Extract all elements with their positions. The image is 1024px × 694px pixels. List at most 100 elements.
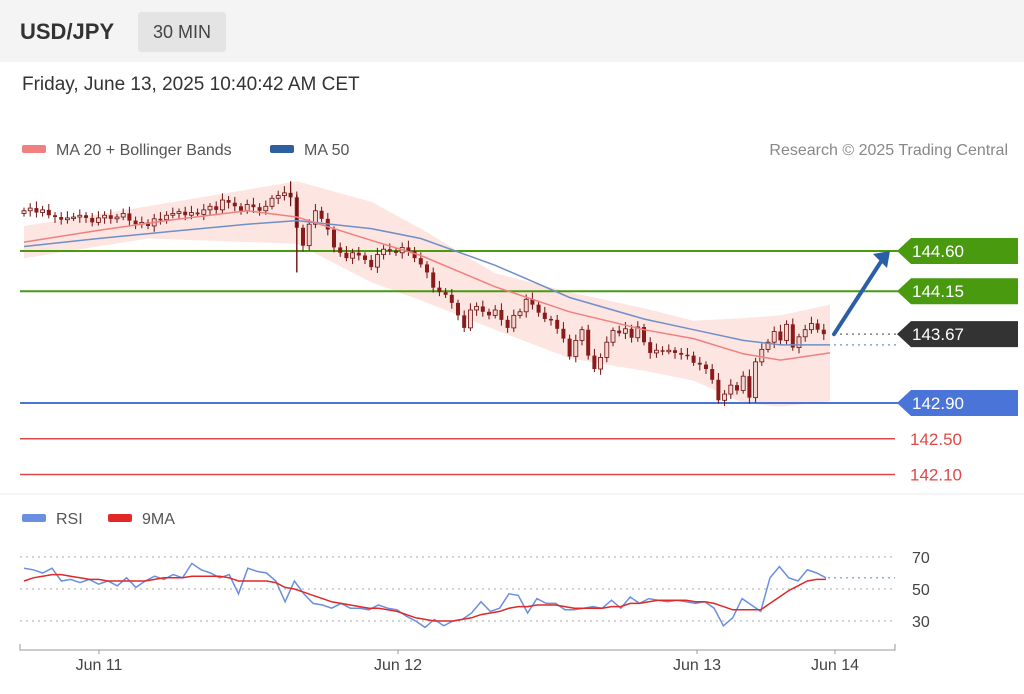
level-tag-143.67 [897, 321, 1018, 348]
bollinger-band [24, 181, 830, 407]
timestamp: Friday, June 13, 2025 10:40:42 AM CET [22, 74, 360, 95]
candle-body [474, 306, 480, 311]
candle-body [201, 209, 207, 215]
candle-body [617, 330, 622, 334]
level-label-143.67: 143.67 [912, 325, 964, 344]
candle-body [784, 323, 789, 341]
candle-body [120, 213, 126, 218]
x-axis-ticks: Jun 11 Jun 12 Jun 13 Jun 14 [76, 650, 859, 674]
candle-body [207, 205, 213, 211]
candle-body [592, 355, 597, 370]
level-label-144.60: 144.60 [912, 242, 964, 261]
x-tick-label-jun-13: Jun 13 [673, 657, 721, 674]
candle-body [356, 252, 361, 256]
level-tag-144.15 [897, 278, 1018, 305]
candle-body [387, 249, 392, 251]
candle-body [381, 248, 387, 255]
rsi-line [23, 562, 827, 629]
level-label-142.90: 142.90 [912, 394, 964, 413]
candle-body [567, 338, 572, 357]
rsi-ma-line [23, 573, 826, 622]
candle-body [195, 212, 200, 215]
x-axis-line [19, 644, 896, 651]
candle-body [821, 329, 826, 335]
candle-body [77, 214, 83, 218]
rsi-ma-legend-swatch [108, 514, 132, 522]
candle-body [579, 329, 585, 341]
candle-body [704, 364, 708, 370]
candle-body [21, 210, 27, 214]
candle-body [815, 323, 820, 330]
candle-body [214, 206, 219, 210]
candle-body [555, 319, 560, 329]
candle-body [176, 211, 182, 214]
candle-body [511, 314, 517, 329]
candle-body [443, 292, 448, 295]
candle-body [40, 209, 45, 213]
candle-body [188, 212, 194, 216]
level-label-144.15: 144.15 [912, 282, 964, 301]
candle-body [802, 329, 808, 338]
candle-body [394, 251, 398, 253]
level-label-142.10: 142.10 [910, 466, 962, 485]
timeframe-badge[interactable]: 30 MIN [138, 12, 226, 52]
candle-body [536, 304, 541, 313]
candle-body [747, 376, 752, 398]
projection-arrow-shaft [832, 255, 886, 337]
candle-body [604, 341, 610, 358]
candle-body [691, 355, 696, 363]
candle-body [648, 342, 653, 353]
candle-body [281, 192, 287, 196]
candle-body [710, 369, 715, 380]
candle-body [84, 215, 88, 218]
candle-body [462, 315, 467, 328]
rsi-legend-swatch [22, 514, 46, 522]
candle-body [164, 214, 170, 221]
candle-body [809, 323, 814, 331]
candle-body [90, 217, 95, 223]
ma20-legend-label: MA 20 + Bollinger Bands [56, 142, 232, 159]
candle-body [114, 216, 120, 220]
candle-body [275, 195, 281, 199]
candle-body [431, 272, 436, 288]
candle-body [610, 330, 616, 343]
ma20-line [23, 210, 831, 361]
candle-body [369, 259, 374, 268]
header-bar: USD/JPY 30 MIN [0, 0, 1024, 62]
candle-body [263, 205, 269, 212]
level-tag-144.60 [897, 238, 1018, 264]
candle-body [332, 229, 336, 248]
candle-body [549, 318, 553, 321]
candle-body [685, 354, 690, 357]
candle-body [65, 217, 70, 221]
candle-body [257, 207, 262, 211]
candle-body [53, 215, 57, 218]
candle-body [796, 336, 802, 348]
candle-body [363, 255, 367, 260]
candle-body [660, 350, 665, 352]
candle-body [251, 204, 256, 208]
candle-body [239, 206, 243, 211]
candle-body [771, 331, 777, 343]
candle-body [27, 207, 33, 212]
candle-body [722, 393, 727, 401]
ma50-line [23, 219, 830, 346]
candle-body [244, 204, 250, 212]
candle-body [344, 252, 349, 259]
rsi-legend-label: RSI [56, 511, 83, 528]
candle-body [183, 211, 188, 216]
candle-body [523, 298, 529, 313]
candle-body [753, 361, 758, 399]
candle-body [96, 217, 101, 223]
candle-body [306, 223, 312, 247]
price-layer: 144.60 144.15 143.67 142.90 142.50 142.10 [20, 181, 1018, 485]
candle-body [34, 208, 39, 213]
projection-arrow-head [873, 251, 890, 268]
candle-body [449, 294, 454, 303]
candle-body [170, 213, 176, 216]
candle-body [561, 328, 566, 339]
candle-body [666, 349, 672, 353]
candle-body [654, 349, 659, 354]
candle-body [437, 287, 442, 293]
